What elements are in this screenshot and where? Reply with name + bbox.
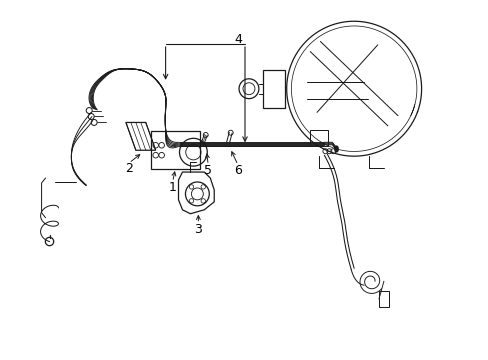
Text: 5: 5: [204, 163, 212, 176]
Text: 1: 1: [168, 181, 176, 194]
Bar: [263, 70, 284, 108]
Text: 2: 2: [125, 162, 133, 175]
Text: 4: 4: [234, 33, 242, 46]
Bar: [310, 130, 327, 146]
Text: 3: 3: [194, 223, 202, 236]
Bar: [150, 131, 200, 169]
Bar: [378, 291, 388, 307]
Text: 6: 6: [234, 163, 242, 176]
